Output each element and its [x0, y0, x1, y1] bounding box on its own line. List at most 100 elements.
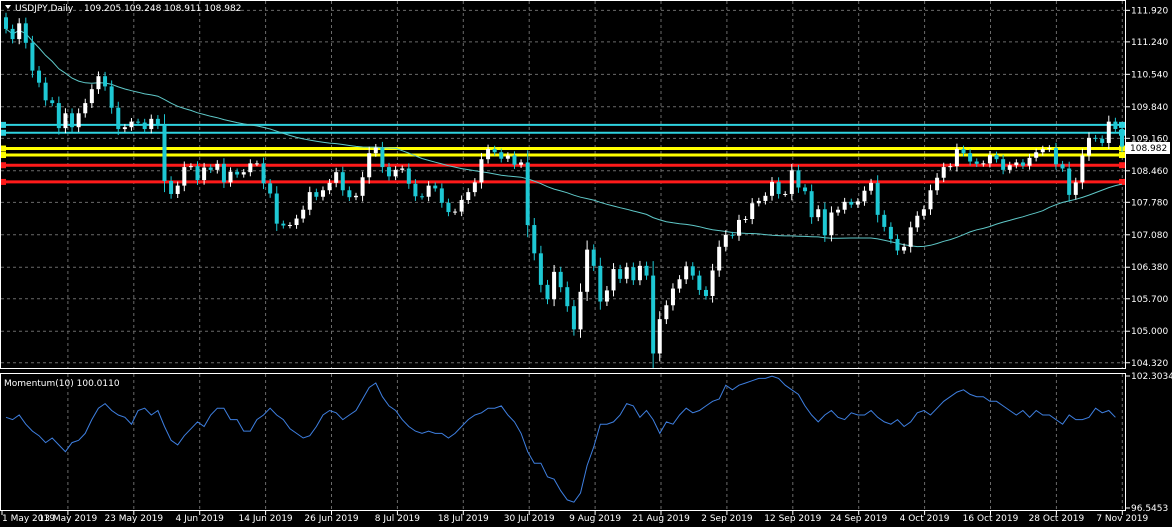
level-handle-left: [0, 129, 6, 136]
candle-bear: [803, 187, 808, 192]
candle-bull: [717, 246, 722, 271]
candle-bear: [776, 181, 781, 194]
candle-bear: [525, 162, 530, 226]
candle-bull: [182, 167, 187, 186]
candle-bear: [994, 155, 999, 160]
candle-bear: [235, 171, 240, 175]
candle-bull: [1034, 152, 1039, 158]
candle-bull: [472, 182, 477, 193]
candle-bull: [327, 182, 332, 191]
candle-bull: [17, 23, 22, 40]
candle-bear: [446, 202, 451, 213]
candle-bull: [76, 113, 81, 128]
candle-bear: [347, 190, 352, 198]
candle-bull: [241, 172, 246, 175]
candle-bear: [1120, 129, 1124, 147]
candle-bear: [10, 28, 15, 40]
candle-bull: [453, 211, 458, 213]
level-handle-left: [0, 145, 6, 152]
candle-bear: [43, 82, 48, 101]
candle-bull: [459, 199, 464, 212]
candle-bull: [367, 153, 372, 178]
candle-bull: [736, 219, 741, 236]
candle-bull: [928, 190, 933, 210]
x-tick-label: 16 Oct 2019: [963, 514, 1019, 524]
candle-bear: [1001, 159, 1006, 170]
candle-bull: [710, 270, 715, 296]
candle-bull: [248, 163, 253, 173]
level-handle-left: [0, 162, 6, 169]
candle-bull: [637, 265, 642, 281]
candle-bull: [320, 190, 325, 197]
candle-bull: [915, 215, 920, 228]
candle-bull: [750, 203, 755, 220]
y-tick-label: 105.000: [1131, 327, 1168, 337]
x-tick-label: 4 Jun 2019: [175, 514, 224, 524]
candle-bull: [1027, 157, 1032, 166]
price-axis[interactable]: 111.920 111.240 110.540 109.840 109.160 108.4…: [1126, 6, 1168, 369]
candle-bear: [155, 118, 160, 126]
x-tick-label: 26 Jun 2019: [304, 514, 358, 524]
candle-bear: [1093, 137, 1098, 139]
candle-bear: [703, 289, 708, 296]
candle-bull: [1086, 137, 1091, 156]
candle-bull: [902, 246, 907, 251]
chart-menu-triangle-icon[interactable]: [5, 5, 11, 9]
candle-bear: [23, 23, 28, 43]
level-handle-left: [0, 152, 6, 159]
candle-bear: [103, 76, 108, 87]
candle-bull: [63, 113, 68, 129]
candle-bear: [380, 147, 385, 168]
candle-bear: [618, 269, 623, 279]
candle-bear: [598, 265, 603, 302]
candle-bear: [875, 182, 880, 215]
candle-bear: [116, 107, 121, 130]
candle-bull: [1080, 155, 1085, 183]
y-tick-label: 107.780: [1131, 198, 1168, 208]
momentum-line: [5, 375, 1116, 503]
candle-bull: [426, 185, 431, 197]
candle-bull: [373, 147, 378, 154]
candle-bear: [492, 148, 497, 153]
candle-bear: [1020, 162, 1025, 166]
momentum-tick-label: 102.3034: [1131, 372, 1172, 382]
candle-bull: [829, 212, 834, 236]
candle-bear: [314, 192, 319, 197]
candle-bull: [941, 167, 946, 178]
candle-bear: [558, 271, 563, 288]
candle-bear: [195, 166, 200, 181]
candle-bull: [1040, 148, 1045, 153]
momentum-axis[interactable]: 102.3034 96.5453: [1126, 372, 1172, 514]
candle-bull: [287, 225, 292, 227]
candle-bear: [56, 103, 61, 129]
candle-bull: [1106, 121, 1111, 143]
momentum-header: Momentum(10) 100.0110: [4, 379, 120, 389]
candle-bull: [987, 155, 992, 164]
candle-bull: [855, 201, 860, 205]
candle-bear: [37, 70, 42, 83]
candle-bull: [869, 182, 874, 191]
candle-bear: [261, 163, 266, 184]
candle-bull: [1014, 162, 1019, 166]
x-tick-label: 9 Aug 2019: [569, 514, 621, 524]
candles: [4, 12, 1124, 368]
candle-bull: [552, 271, 557, 300]
candle-bull: [519, 162, 524, 165]
candle-bull: [360, 177, 365, 196]
candle-bear: [433, 185, 438, 189]
candle-bear: [849, 201, 854, 205]
candle-bear: [545, 284, 550, 300]
level-handle-left: [0, 121, 6, 128]
momentum-tick-label: 96.5453: [1131, 504, 1168, 514]
candle-bear: [631, 267, 636, 281]
candle-bull: [664, 305, 669, 320]
candle-bear: [268, 183, 273, 194]
level-handle-left: [0, 178, 6, 185]
candle-bear: [208, 167, 213, 170]
x-tick-label: 21 Aug 2019: [632, 514, 690, 524]
candle-bull: [1073, 182, 1078, 195]
candle-bear: [413, 183, 418, 197]
x-tick-label: 28 Oct 2019: [1029, 514, 1085, 524]
